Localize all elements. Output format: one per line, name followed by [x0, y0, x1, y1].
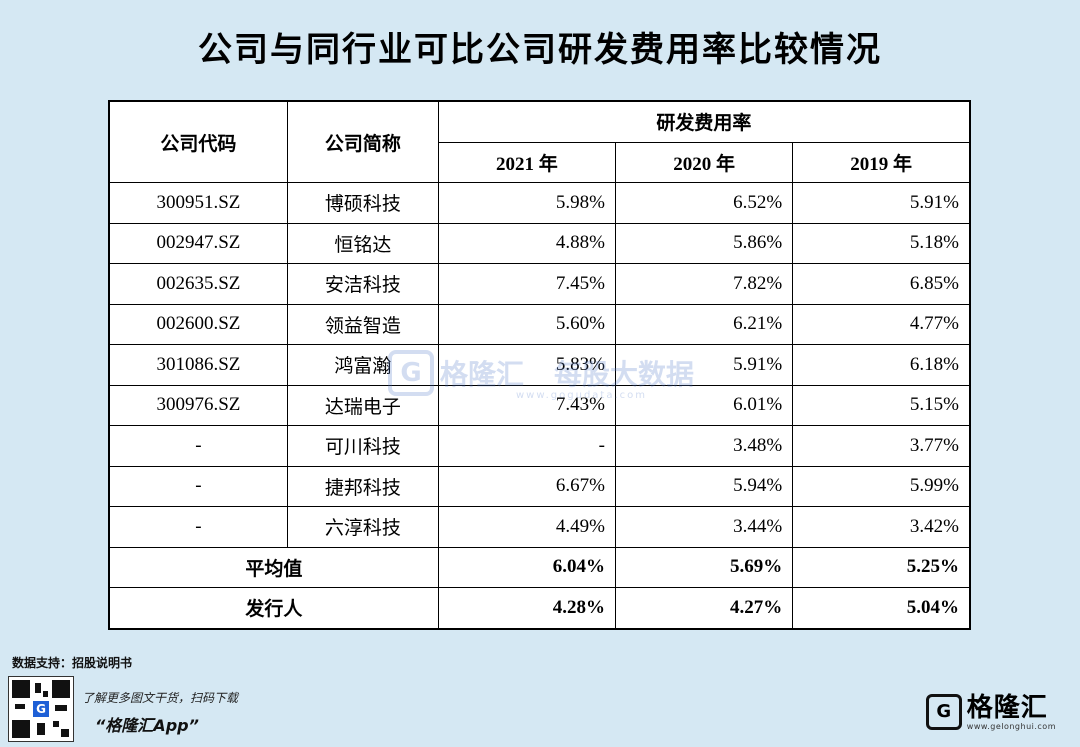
ratio-2020-cell: 5.94%: [614, 465, 794, 507]
summary-ratio-2019-cell: 5.04%: [792, 587, 971, 629]
header-company-name: 公司简称: [286, 100, 439, 183]
table-row: 300976.SZ 达瑞电子 7.43% 6.01% 5.15%: [108, 384, 971, 426]
ratio-2021-cell: 5.98%: [437, 182, 617, 224]
ratio-2021-cell: -: [437, 425, 617, 467]
qr-code[interactable]: G: [8, 676, 74, 742]
company-code-cell: 300951.SZ: [108, 182, 288, 224]
header-year-2020: 2020 年: [614, 141, 794, 183]
ratio-2019-cell: 5.99%: [792, 465, 971, 507]
table-row: - 可川科技 -3.48% 3.77%: [108, 425, 971, 467]
company-code-cell: -: [108, 506, 288, 548]
table-row: 002600.SZ 领益智造 5.60% 6.21% 4.77%: [108, 303, 971, 345]
company-code-cell: 002600.SZ: [108, 303, 288, 345]
ratio-2020-cell: 6.52%: [614, 182, 794, 224]
summary-row: 发行人 4.28% 4.27% 5.04%: [108, 587, 971, 629]
header-rd-ratio-group: 研发费用率: [437, 100, 971, 143]
qr-logo-icon: G: [33, 701, 49, 717]
ratio-2019-cell: 3.42%: [792, 506, 971, 548]
summary-row: 平均值 6.04% 5.69% 5.25%: [108, 546, 971, 588]
ratio-2019-cell: 5.15%: [792, 384, 971, 426]
table-row: - 捷邦科技 6.67% 5.94% 5.99%: [108, 465, 971, 507]
summary-label-cell: 平均值: [108, 546, 439, 588]
company-code-cell: -: [108, 425, 288, 467]
company-name-cell: 安洁科技: [286, 263, 439, 305]
download-tagline: 了解更多图文干货，扫码下载: [82, 691, 239, 705]
page-title: 公司与同行业可比公司研发费用率比较情况: [198, 30, 882, 70]
brand-name: 格隆汇: [966, 692, 1048, 723]
ratio-2019-cell: 6.18%: [792, 344, 971, 386]
brand-logo: G 格隆汇 www.gelonghui.com: [925, 692, 1056, 732]
header-year-2021: 2021 年: [437, 141, 617, 183]
ratio-2020-cell: 6.21%: [614, 303, 794, 345]
table-row: 300951.SZ 博硕科技 5.98% 6.52% 5.91%: [108, 182, 971, 224]
data-source-note: 数据支持：招股说明书: [12, 656, 133, 670]
brand-url: www.gelonghui.com: [966, 721, 1056, 731]
ratio-2020-cell: 5.86%: [614, 222, 794, 264]
company-code-cell: 301086.SZ: [108, 344, 288, 386]
ratio-2021-cell: 6.67%: [437, 465, 617, 507]
ratio-2020-cell: 5.91%: [614, 344, 794, 386]
brand-g-icon: G: [925, 694, 962, 730]
header-company-code: 公司代码: [108, 100, 288, 183]
summary-ratio-2020-cell: 4.27%: [614, 587, 794, 629]
summary-label-cell: 发行人: [108, 587, 439, 629]
ratio-2021-cell: 4.49%: [437, 506, 617, 548]
company-name-cell: 六淳科技: [286, 506, 439, 548]
ratio-2021-cell: 7.43%: [437, 384, 617, 426]
company-name-cell: 博硕科技: [286, 182, 439, 224]
ratio-2021-cell: 5.83%: [437, 344, 617, 386]
company-code-cell: 300976.SZ: [108, 384, 288, 426]
ratio-2019-cell: 4.77%: [792, 303, 971, 345]
ratio-2019-cell: 5.91%: [792, 182, 971, 224]
ratio-2021-cell: 4.88%: [437, 222, 617, 264]
company-name-cell: 达瑞电子: [286, 384, 439, 426]
company-code-cell: 002947.SZ: [108, 222, 288, 264]
company-name-cell: 捷邦科技: [286, 465, 439, 507]
app-name: “格隆汇App”: [95, 716, 199, 735]
ratio-2019-cell: 6.85%: [792, 263, 971, 305]
ratio-2020-cell: 3.48%: [614, 425, 794, 467]
rd-expense-ratio-table: 公司代码 公司简称 研发费用率 2021 年 2020 年 2019 年 300…: [108, 100, 971, 630]
summary-ratio-2021-cell: 4.28%: [437, 587, 617, 629]
ratio-2019-cell: 3.77%: [792, 425, 971, 467]
summary-ratio-2021-cell: 6.04%: [437, 546, 617, 588]
ratio-2020-cell: 3.44%: [614, 506, 794, 548]
table-row: 301086.SZ 鸿富瀚 5.83% 5.91% 6.18%: [108, 344, 971, 386]
summary-ratio-2020-cell: 5.69%: [614, 546, 794, 588]
header-year-2019: 2019 年: [792, 141, 971, 183]
ratio-2020-cell: 6.01%: [614, 384, 794, 426]
company-name-cell: 鸿富瀚: [286, 344, 439, 386]
company-code-cell: 002635.SZ: [108, 263, 288, 305]
table-row: - 六淳科技 4.49% 3.44% 3.42%: [108, 506, 971, 548]
table-row: 002635.SZ 安洁科技 7.45% 7.82% 6.85%: [108, 263, 971, 305]
ratio-2019-cell: 5.18%: [792, 222, 971, 264]
table-row: 002947.SZ 恒铭达 4.88% 5.86% 5.18%: [108, 222, 971, 264]
company-name-cell: 恒铭达: [286, 222, 439, 264]
ratio-2021-cell: 7.45%: [437, 263, 617, 305]
company-name-cell: 可川科技: [286, 425, 439, 467]
ratio-2021-cell: 5.60%: [437, 303, 617, 345]
company-code-cell: -: [108, 465, 288, 507]
company-name-cell: 领益智造: [286, 303, 439, 345]
summary-ratio-2019-cell: 5.25%: [792, 546, 971, 588]
ratio-2020-cell: 7.82%: [614, 263, 794, 305]
